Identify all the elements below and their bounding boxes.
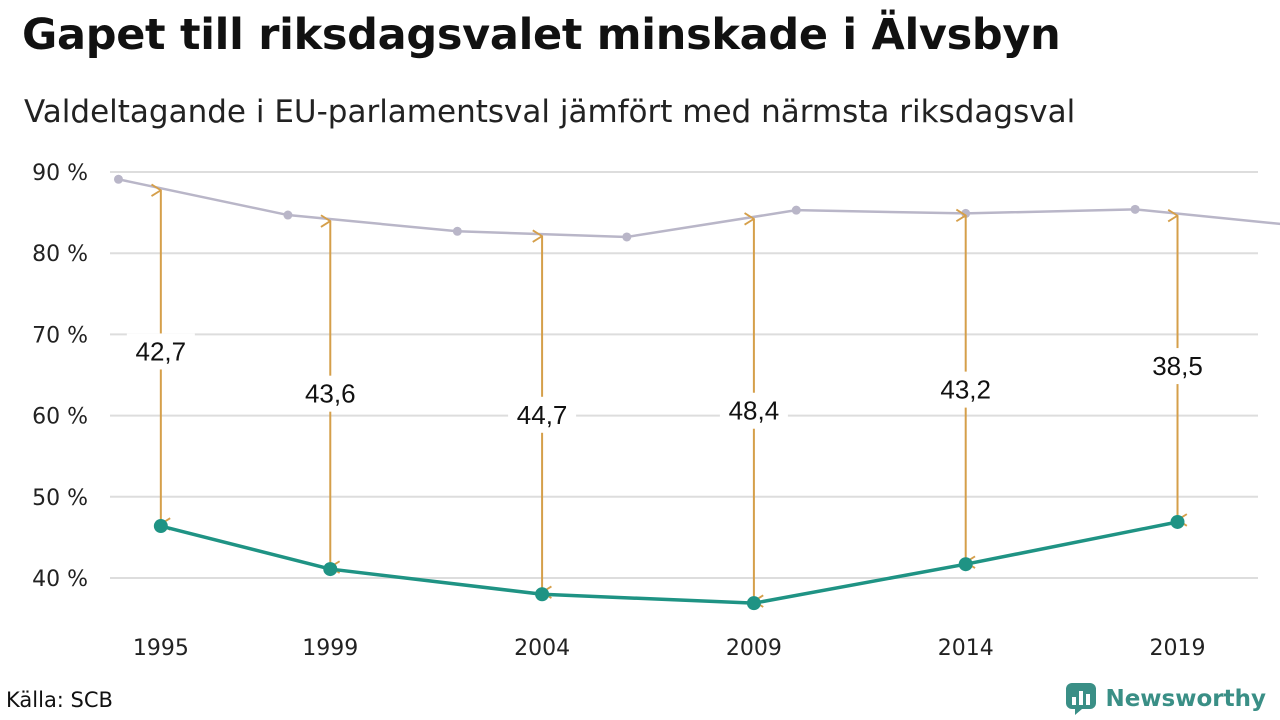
eu-point xyxy=(746,596,761,611)
newsworthy-logo-icon xyxy=(1066,683,1097,715)
eu-line xyxy=(160,520,1178,605)
x-tick-label: 2019 xyxy=(1150,636,1206,661)
eu-point xyxy=(153,519,168,534)
eu-point xyxy=(323,562,338,577)
gap-label-background xyxy=(1143,348,1212,385)
eu-point xyxy=(958,557,973,572)
riksdag-point xyxy=(622,232,632,242)
riksdag-point xyxy=(452,226,462,236)
x-tick-label: 2014 xyxy=(938,636,994,661)
chart-subtitle: Valdeltagande i EU-parlamentsval jämfört… xyxy=(24,94,1076,130)
y-tick-label: 60 % xyxy=(32,405,88,430)
source-note: Källa: SCB xyxy=(6,688,113,712)
gap-label: 43,2 xyxy=(940,375,991,405)
gap-label-background xyxy=(296,375,365,412)
brand-logo: Newsworthy xyxy=(1065,682,1266,716)
riksdag-point xyxy=(1130,204,1140,214)
x-axis-ticks: 1995 1999 2004 2009 2014 2019 xyxy=(133,636,1206,661)
eu-point xyxy=(535,587,550,602)
riksdag-point xyxy=(113,174,123,184)
gap-label: 38,5 xyxy=(1152,351,1203,381)
brand-name: Newsworthy xyxy=(1105,686,1266,712)
riksdag-series xyxy=(113,174,1280,242)
gap-label: 48,4 xyxy=(729,396,780,426)
gap-label: 43,6 xyxy=(305,379,356,409)
gap-label-background xyxy=(931,371,1000,408)
gap-labels: 42,7 43,6 44,7 48,4 43,2 38,5 xyxy=(126,333,1212,433)
gap-label-background xyxy=(126,333,195,370)
x-tick-label: 2004 xyxy=(514,636,570,661)
gap-label-background xyxy=(719,392,788,429)
riksdag-point xyxy=(791,205,801,215)
x-tick-label: 1995 xyxy=(133,636,189,661)
eu-point xyxy=(1170,514,1185,529)
chart-title: Gapet till riksdagsvalet minskade i Älvs… xyxy=(22,10,1061,60)
y-tick-label: 50 % xyxy=(32,486,88,511)
gap-label: 42,7 xyxy=(136,336,187,366)
gap-label-background xyxy=(508,396,577,433)
eu-series xyxy=(153,514,1185,611)
y-tick-label: 40 % xyxy=(32,567,88,592)
y-tick-label: 90 % xyxy=(32,161,88,186)
riksdag-line xyxy=(118,178,1280,239)
y-tick-label: 70 % xyxy=(32,323,88,348)
y-axis-ticks: 40 % 50 % 60 % 70 % 80 % 90 % xyxy=(32,161,88,592)
y-tick-label: 80 % xyxy=(32,242,88,267)
x-tick-label: 2009 xyxy=(726,636,782,661)
x-tick-label: 1999 xyxy=(302,636,358,661)
gridlines xyxy=(110,171,1258,579)
gap-label: 44,7 xyxy=(517,400,568,430)
riksdag-point xyxy=(283,210,293,220)
